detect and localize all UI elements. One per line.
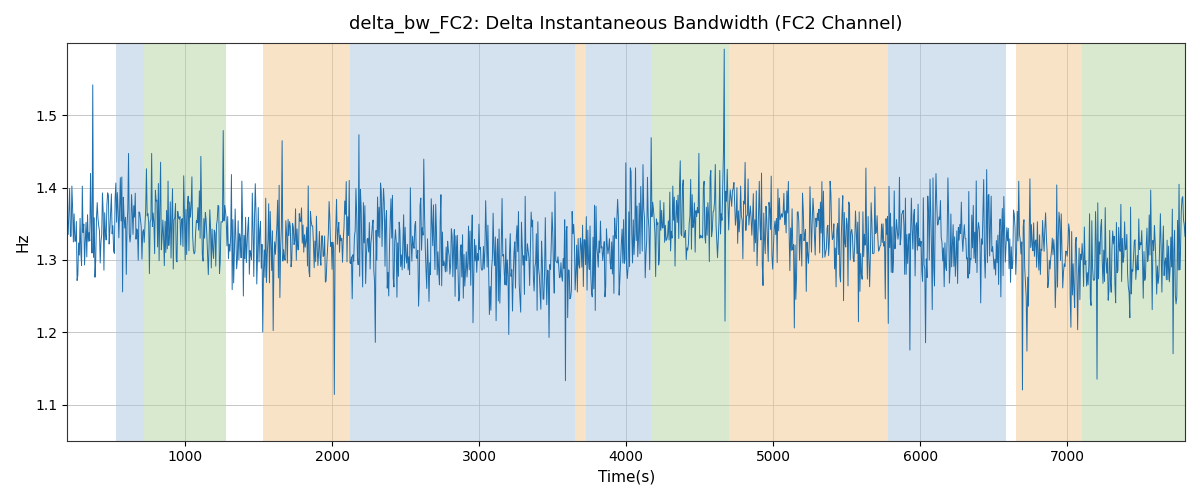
Bar [144, 43, 227, 440]
Bar [652, 43, 730, 440]
Title: delta_bw_FC2: Delta Instantaneous Bandwidth (FC2 Channel): delta_bw_FC2: Delta Instantaneous Bandwi… [349, 15, 902, 34]
Bar [116, 43, 144, 440]
Y-axis label: Hz: Hz [16, 232, 30, 252]
Bar [638, 43, 652, 440]
Bar [587, 43, 638, 440]
Bar [263, 43, 349, 440]
Bar [888, 43, 1006, 440]
Bar [349, 43, 575, 440]
Bar [1016, 43, 1082, 440]
X-axis label: Time(s): Time(s) [598, 470, 655, 485]
Bar [575, 43, 587, 440]
Bar [730, 43, 888, 440]
Bar [1082, 43, 1186, 440]
